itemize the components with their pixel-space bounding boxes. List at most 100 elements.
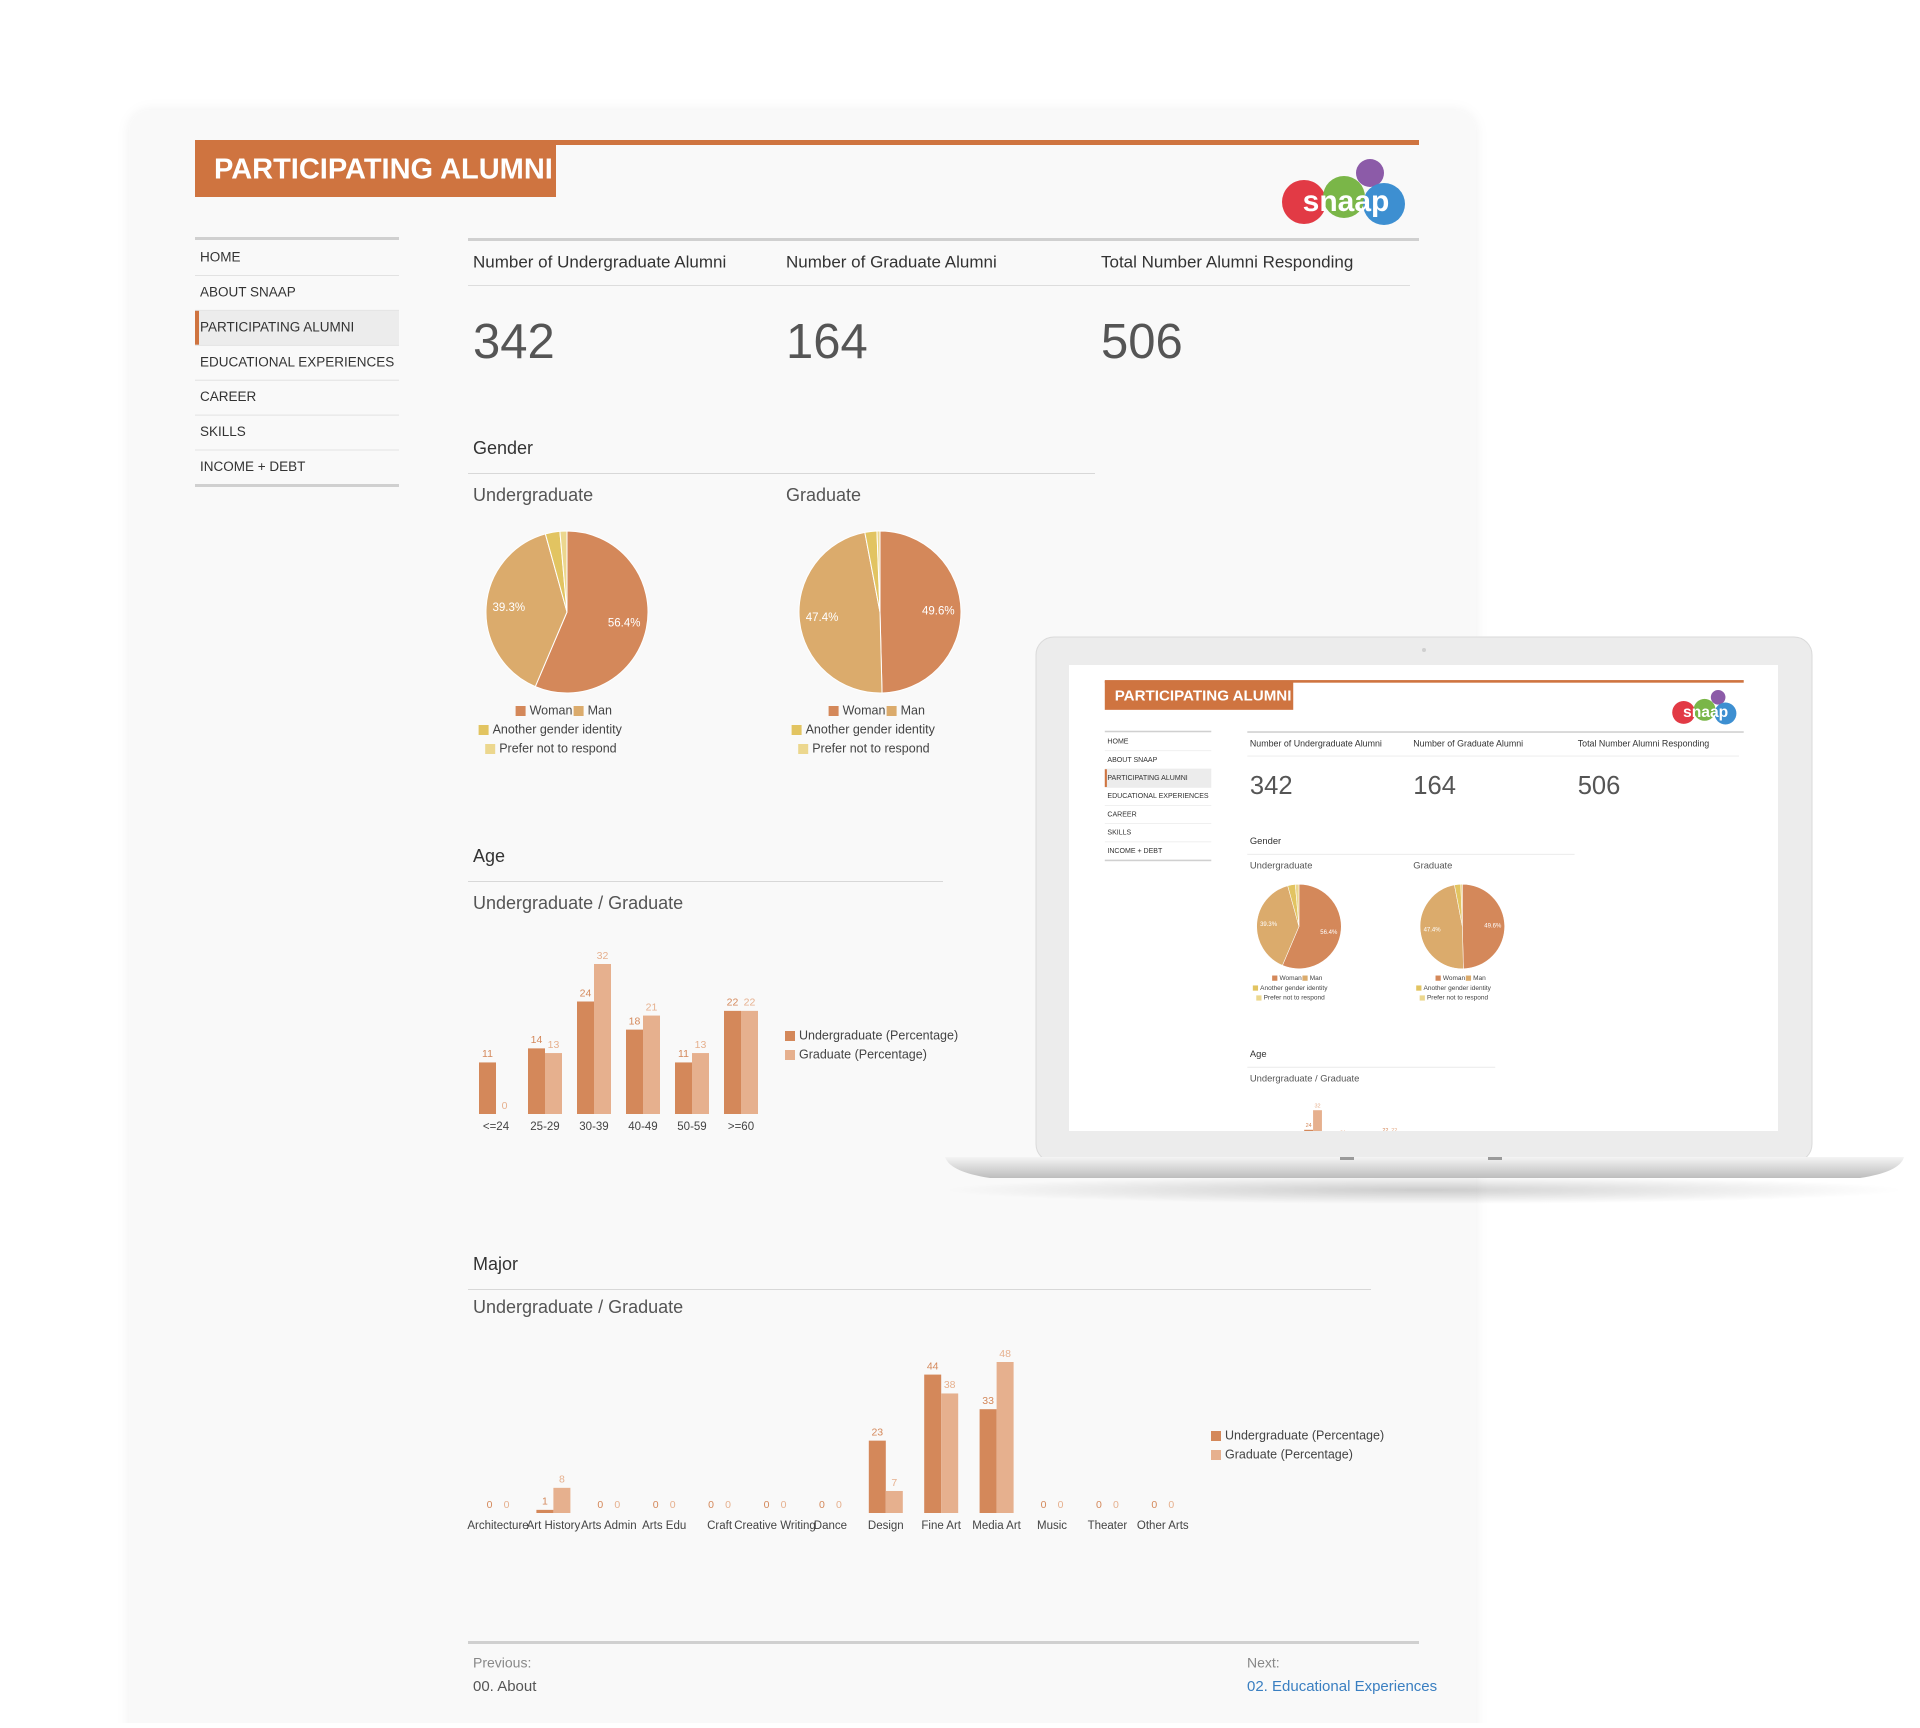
pie-slice — [485, 533, 568, 688]
pie-slice — [1419, 884, 1464, 969]
nav-separator — [1104, 750, 1212, 752]
x-tick-label: >=60 — [728, 1121, 754, 1133]
x-tick-label: Fine Art — [1484, 1401, 1505, 1407]
legend-swatch — [828, 706, 839, 716]
chart-title: Undergraduate / Graduate — [473, 893, 683, 913]
nav-separator — [1104, 805, 1212, 806]
header-banner — [1104, 681, 1294, 710]
legend-label: Undergraduate (Percentage) — [799, 1028, 958, 1042]
pie-label: 49.6% — [922, 605, 955, 617]
legend-label: Woman — [843, 703, 886, 717]
nav-item[interactable]: HOME — [1107, 739, 1128, 746]
footer-rule — [468, 1641, 1419, 1644]
x-tick-label: Art History — [527, 1520, 581, 1532]
section-heading: Gender — [1250, 835, 1281, 846]
nav-separator — [195, 275, 399, 276]
bar-value-label: 0 — [836, 1499, 842, 1511]
bar-value-label: 23 — [871, 1426, 883, 1438]
stat-label: Number of Graduate Alumni — [1413, 739, 1523, 749]
x-tick-label: 30-39 — [579, 1121, 608, 1133]
nav-item[interactable]: SKILLS — [200, 424, 246, 439]
nav-active-bg — [1104, 769, 1212, 787]
bar — [577, 1001, 594, 1114]
bar-value-label: 0 — [1113, 1499, 1119, 1511]
bar — [924, 1374, 942, 1513]
nav-rule — [195, 484, 399, 487]
bar — [1514, 1343, 1523, 1397]
pie-label: 56.4% — [608, 618, 641, 630]
footer-link[interactable]: 02. Educational Experiences — [1654, 1483, 1753, 1492]
legend-swatch — [1416, 985, 1422, 991]
legend-swatch — [1256, 995, 1262, 1001]
nav-item[interactable]: CAREER — [200, 389, 257, 404]
footer-label: Next: — [1247, 1655, 1280, 1671]
bar-value-label: 48 — [1525, 1311, 1531, 1317]
stat-label: Number of Undergraduate Alumni — [473, 252, 726, 271]
laptop-hinge — [1340, 1157, 1354, 1160]
x-tick-label: Arts Admin — [581, 1520, 637, 1532]
nav-item[interactable]: PARTICIPATING ALUMNI — [1107, 775, 1187, 782]
bar-value-label: 0 — [504, 1499, 510, 1511]
nav-item[interactable]: EDUCATIONAL EXPERIENCES — [200, 354, 394, 369]
stat-value: 342 — [473, 315, 555, 369]
nav-item[interactable]: EDUCATIONAL EXPERIENCES — [1107, 793, 1209, 800]
nav-item[interactable]: INCOME + DEBT — [200, 459, 305, 474]
legend-swatch — [886, 706, 897, 716]
nav-item[interactable]: HOME — [200, 250, 241, 265]
x-tick-label: Design — [868, 1520, 904, 1532]
legend-label: Man — [901, 703, 925, 717]
nav-item[interactable]: SKILLS — [1107, 830, 1131, 837]
nav-item[interactable]: PARTICIPATING ALUMNI — [200, 319, 354, 334]
laptop-screen — [1069, 665, 1778, 1131]
bar-value-label: 38 — [944, 1379, 956, 1391]
legend-label: Graduate (Percentage) — [799, 1047, 927, 1061]
footer-link[interactable]: 00. About — [473, 1678, 537, 1695]
section-heading: Gender — [473, 438, 533, 458]
logo-text: snaap — [1303, 185, 1390, 218]
bar — [479, 1062, 496, 1114]
legend-label: Another gender identity — [1260, 985, 1328, 992]
chart-title: Graduate — [786, 485, 861, 505]
laptop-shadow — [944, 1176, 1904, 1204]
bar-value-label: 1 — [542, 1496, 548, 1508]
nav-item[interactable]: ABOUT SNAAP — [1107, 757, 1157, 764]
nav-separator — [195, 309, 399, 311]
footer-link[interactable]: 02. Educational Experiences — [1247, 1678, 1437, 1695]
nav-separator — [1104, 823, 1212, 824]
logo-dot — [1693, 698, 1716, 721]
nav-item[interactable]: CAREER — [1107, 811, 1136, 818]
nav-item[interactable]: ABOUT SNAAP — [200, 284, 296, 299]
nav-item[interactable]: INCOME + DEBT — [1107, 848, 1163, 855]
bar-value-label: 18 — [629, 1015, 641, 1027]
chart-title: Undergraduate — [1250, 859, 1313, 870]
laptop-base — [945, 1157, 1904, 1178]
pie-slice — [1460, 883, 1463, 927]
laptop-hinge — [1488, 1157, 1502, 1160]
stat-label: Number of Undergraduate Alumni — [1250, 739, 1382, 749]
chart-title: Undergraduate — [473, 485, 593, 505]
bar-value-label: 33 — [1516, 1336, 1522, 1342]
nav-separator — [195, 344, 399, 346]
bar-value-label: 21 — [646, 1001, 658, 1013]
bar-value-label: 44 — [1487, 1318, 1493, 1324]
pie-label: 47.4% — [1424, 927, 1442, 933]
stats-separator — [468, 285, 1410, 286]
legend-label: Man — [588, 703, 612, 717]
bar-value-label: 0 — [1096, 1499, 1102, 1511]
legend-swatch — [1419, 995, 1425, 1001]
pie-label: 39.3% — [493, 602, 526, 614]
stat-value: 506 — [1578, 772, 1621, 800]
bar — [979, 1409, 997, 1513]
stats-rule — [1247, 731, 1744, 733]
bar-value-label: 33 — [982, 1395, 994, 1407]
legend-swatch — [1211, 1431, 1221, 1441]
bar-value-label: 0 — [1604, 1390, 1607, 1396]
x-tick-label: 25-29 — [530, 1121, 559, 1133]
nav-active-marker — [195, 310, 199, 345]
x-tick-label: 40-49 — [628, 1121, 657, 1133]
bar-value-label: 0 — [1041, 1499, 1047, 1511]
bar — [1313, 1110, 1322, 1131]
legend-label: Undergraduate (Percentage) — [1225, 1428, 1384, 1442]
nav-separator — [195, 379, 399, 381]
